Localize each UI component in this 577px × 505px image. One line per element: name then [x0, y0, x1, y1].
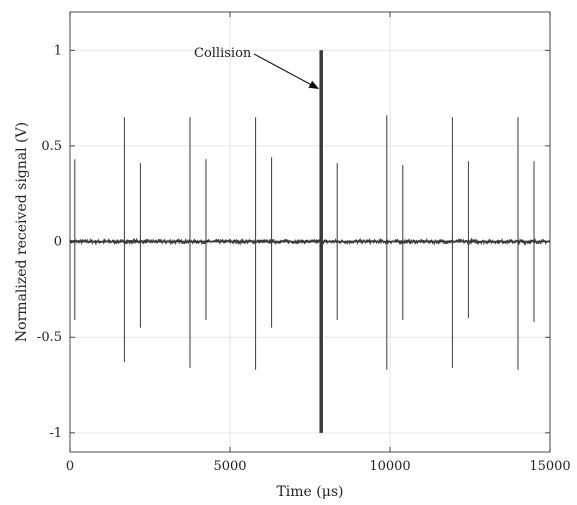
- axis-ticks: 1 0.5 0 -0.5 -1 0 5000 10000 15000: [37, 12, 571, 474]
- x-tick-label: 15000: [529, 459, 570, 474]
- annotation-layer: Collision: [194, 46, 320, 89]
- x-tick-label: 10000: [369, 459, 410, 474]
- y-tick-label: -1: [49, 426, 62, 441]
- y-tick-label: 0.5: [41, 139, 62, 154]
- y-tick-label: 1: [54, 43, 62, 58]
- collision-annotation-label: Collision: [194, 46, 252, 61]
- y-axis-title: Normalized received signal (V): [14, 122, 30, 342]
- x-axis-title: Time (μs): [276, 484, 343, 500]
- signal-baseline-noise: [69, 237, 551, 246]
- signal-traces: [69, 50, 551, 433]
- axes-frame: [69, 11, 551, 453]
- y-tick-label: -0.5: [37, 330, 62, 345]
- x-tick-label: 5000: [213, 459, 246, 474]
- x-tick-label: 0: [66, 459, 74, 474]
- y-tick-label: 0: [54, 235, 62, 250]
- plot-area: [70, 12, 550, 452]
- collision-annotation-arrow: [253, 53, 320, 89]
